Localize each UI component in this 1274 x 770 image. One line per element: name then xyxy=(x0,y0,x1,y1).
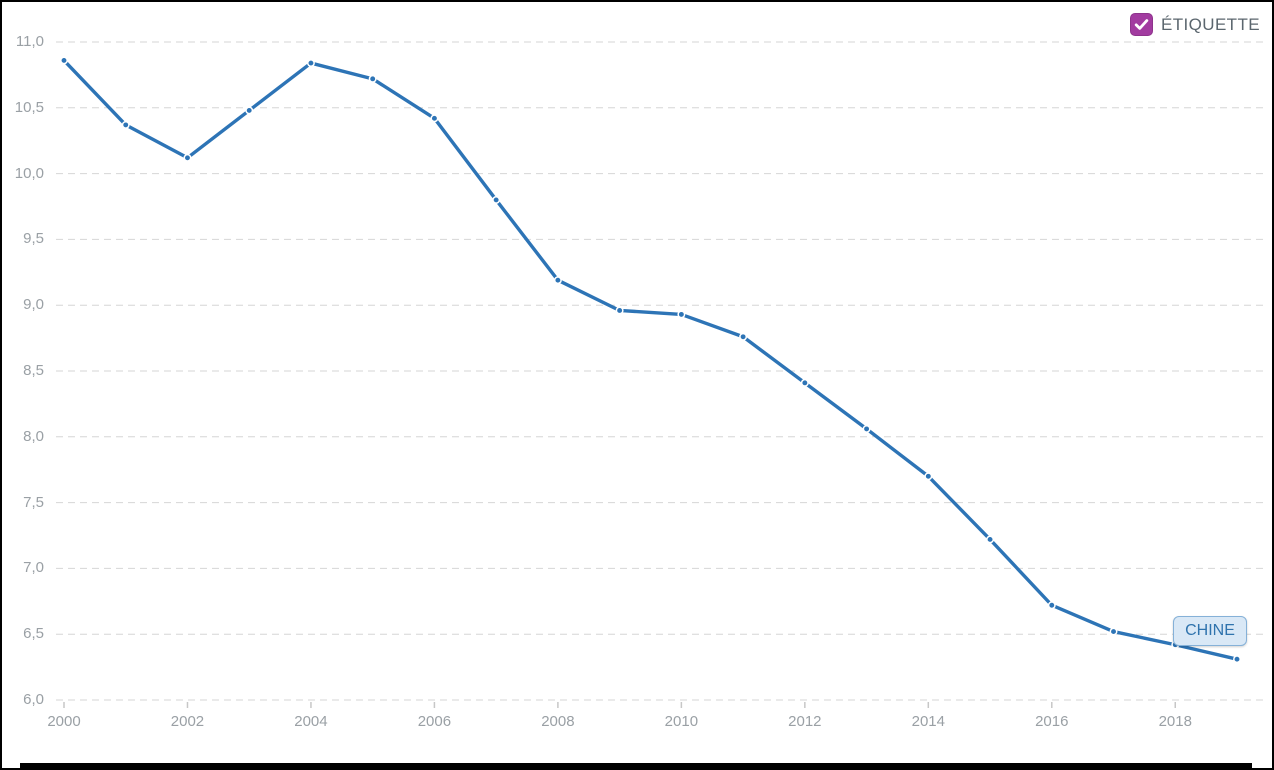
x-tick-label: 2010 xyxy=(664,713,699,730)
x-tick-label: 2018 xyxy=(1158,713,1192,730)
data-point-2019[interactable] xyxy=(1233,655,1241,664)
data-point-2002[interactable] xyxy=(183,153,192,162)
data-point-2011[interactable] xyxy=(739,332,748,341)
data-point-2009[interactable] xyxy=(615,306,624,315)
etiquette-checkbox[interactable]: ÉTIQUETTE xyxy=(1130,13,1260,36)
x-tick-label: 2000 xyxy=(47,713,81,730)
data-point-2003[interactable] xyxy=(245,106,254,115)
bottom-bar xyxy=(20,763,1252,768)
data-point-2001[interactable] xyxy=(121,120,130,129)
y-tick-label: 8,0 xyxy=(23,427,44,445)
y-tick-label: 6,0 xyxy=(23,691,44,708)
series-label-chine: CHINE xyxy=(1173,616,1247,646)
y-tick-label: 9,0 xyxy=(23,296,44,314)
data-point-2016[interactable] xyxy=(1047,601,1056,610)
y-tick-label: 7,0 xyxy=(23,559,44,577)
x-tick-label: 2004 xyxy=(294,713,328,730)
data-point-2007[interactable] xyxy=(492,195,501,204)
x-tick-label: 2006 xyxy=(417,713,452,730)
y-tick-label: 9,5 xyxy=(23,230,44,248)
etiquette-checkbox-box[interactable] xyxy=(1130,13,1153,36)
x-tick-label: 2008 xyxy=(541,713,575,730)
data-point-2017[interactable] xyxy=(1109,627,1118,636)
data-point-2008[interactable] xyxy=(553,276,562,285)
y-tick-label: 11,0 xyxy=(15,33,44,50)
data-point-2014[interactable] xyxy=(924,472,933,481)
data-point-2015[interactable] xyxy=(986,535,995,544)
y-tick-label: 10,5 xyxy=(14,98,44,116)
x-tick-label: 2002 xyxy=(170,713,205,730)
data-point-2000[interactable] xyxy=(60,56,68,65)
y-tick-label: 7,5 xyxy=(23,493,44,511)
x-tick-label: 2012 xyxy=(788,713,822,730)
data-point-2012[interactable] xyxy=(800,378,809,387)
data-point-2013[interactable] xyxy=(862,424,871,433)
data-point-2004[interactable] xyxy=(306,59,315,68)
series-line xyxy=(62,58,1239,661)
etiquette-label[interactable]: ÉTIQUETTE xyxy=(1161,14,1260,34)
x-tick-label: 2016 xyxy=(1035,713,1069,730)
data-point-2006[interactable] xyxy=(430,114,439,123)
data-point-2010[interactable] xyxy=(677,310,686,319)
data-point-2005[interactable] xyxy=(368,74,377,83)
y-tick-label: 10,0 xyxy=(14,164,44,182)
y-tick-label: 8,5 xyxy=(23,362,44,379)
check-icon xyxy=(1134,19,1149,30)
x-tick-label: 2014 xyxy=(911,713,945,730)
y-tick-label: 6,5 xyxy=(23,625,44,643)
